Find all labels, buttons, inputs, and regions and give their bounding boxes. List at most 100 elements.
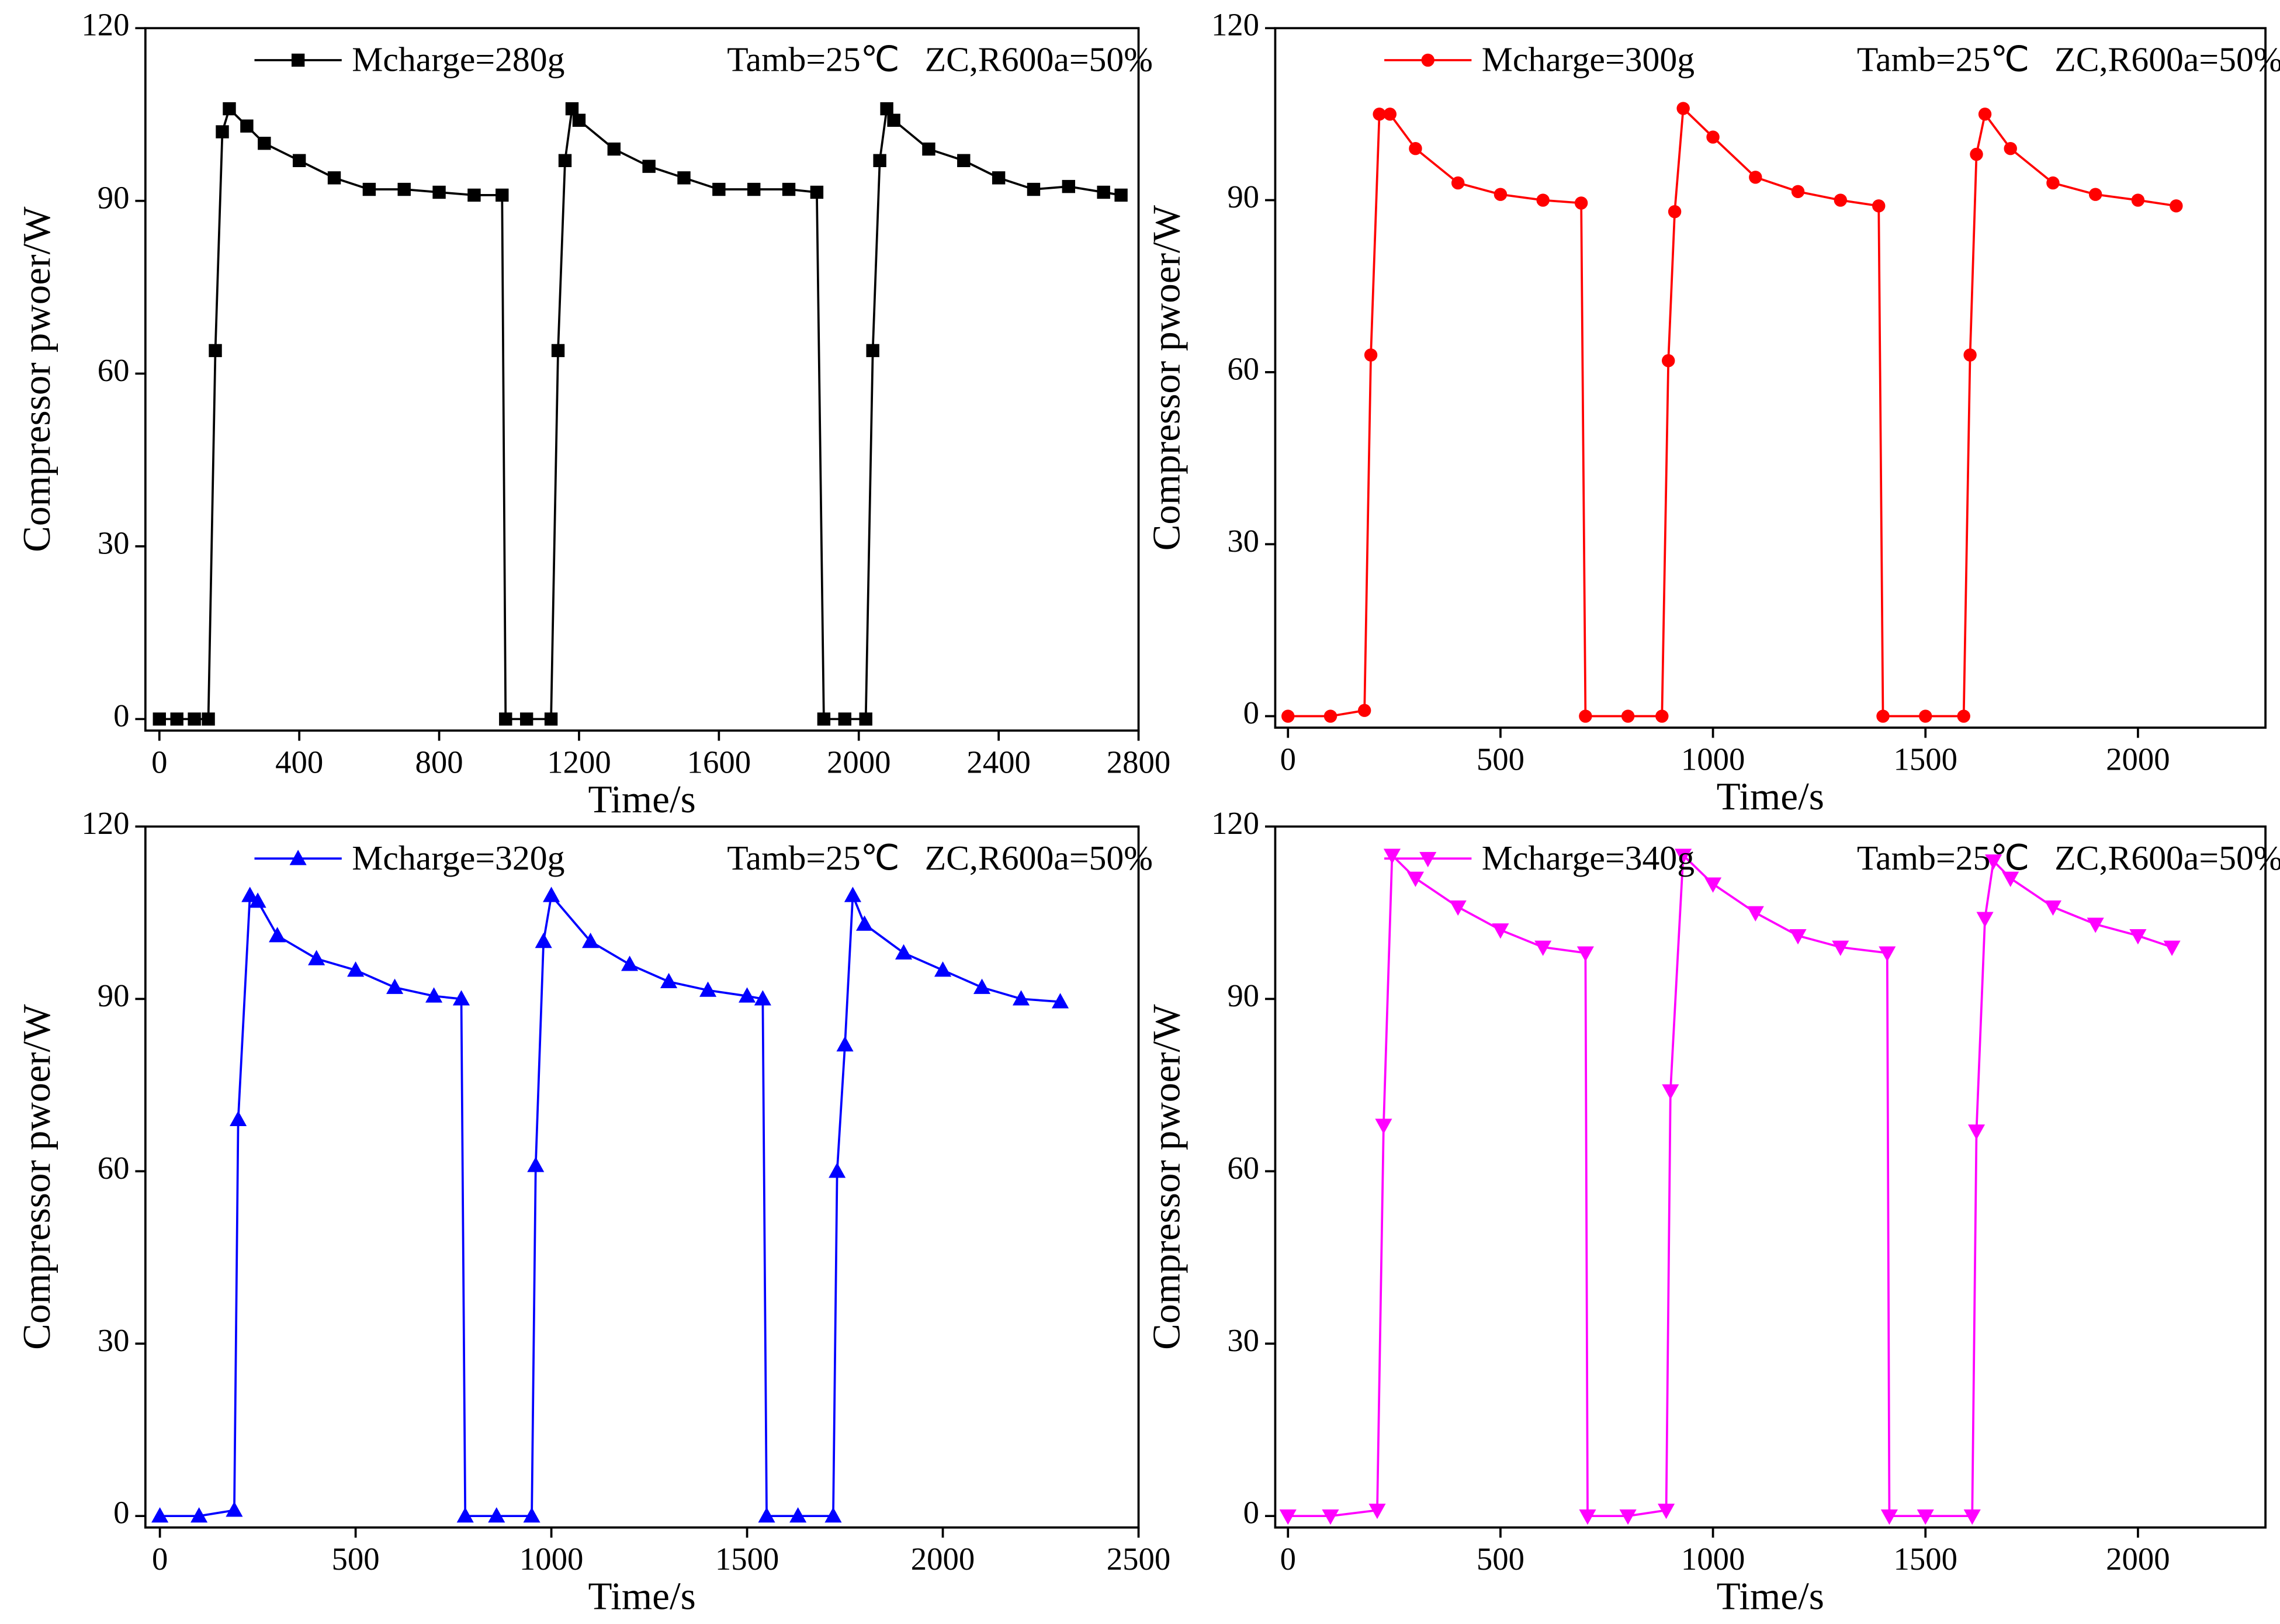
marker — [1963, 348, 1977, 362]
marker — [209, 344, 222, 358]
marker — [1880, 1509, 1898, 1525]
marker — [1574, 196, 1588, 210]
marker — [739, 987, 756, 1003]
marker — [859, 712, 872, 726]
marker — [1967, 1124, 1986, 1140]
y-tick-label: 120 — [81, 7, 129, 43]
annotation: Tamb=25℃ — [1857, 839, 2030, 877]
marker — [241, 887, 259, 902]
marker — [1872, 199, 1886, 213]
marker — [151, 1507, 169, 1523]
marker — [1357, 704, 1371, 717]
marker — [572, 113, 586, 127]
marker — [754, 990, 771, 1006]
marker — [1421, 53, 1434, 67]
marker — [488, 1507, 505, 1523]
marker — [2129, 929, 2147, 945]
x-tick-label: 2000 — [2106, 741, 2170, 777]
marker — [467, 188, 481, 202]
marker — [660, 972, 678, 989]
marker — [582, 933, 600, 948]
x-tick-label: 1600 — [687, 744, 751, 780]
legend-label: Mcharge=320g — [352, 839, 564, 877]
marker — [289, 850, 307, 865]
x-tick-label: 0 — [151, 744, 167, 780]
marker — [1963, 1509, 1981, 1525]
marker — [1976, 912, 1994, 927]
y-tick-label: 60 — [1227, 1150, 1259, 1186]
marker — [535, 933, 552, 948]
x-tick-label: 2000 — [827, 744, 890, 780]
y-tick-label: 30 — [1227, 1322, 1259, 1358]
marker — [226, 1501, 243, 1517]
marker — [269, 927, 286, 943]
marker — [829, 1162, 846, 1178]
marker — [712, 182, 726, 196]
marker — [1364, 348, 1378, 362]
annotation: ZC,R600a=50% — [925, 40, 1153, 79]
plot-frame — [144, 27, 1140, 732]
marker — [1791, 185, 1805, 199]
y-tick-label: 120 — [1211, 805, 1259, 841]
marker — [895, 944, 913, 960]
x-tick-label: 1500 — [1894, 1541, 1957, 1577]
marker — [1876, 709, 1890, 723]
marker — [347, 961, 365, 977]
marker — [1675, 849, 1692, 864]
y-tick-label: 0 — [113, 1495, 129, 1530]
marker — [2088, 188, 2102, 201]
marker — [565, 102, 579, 116]
y-tick-label: 0 — [1243, 1495, 1259, 1530]
x-tick-label: 800 — [415, 744, 463, 780]
marker — [782, 182, 796, 196]
x-axis-label: Time/s — [588, 1574, 696, 1618]
marker — [873, 154, 886, 167]
marker — [607, 142, 621, 156]
y-axis-label: Compressor pwoer/W — [1145, 1004, 1188, 1350]
marker — [1621, 709, 1635, 723]
plot-frame — [1274, 27, 2267, 729]
marker — [957, 154, 971, 167]
marker — [1579, 709, 1592, 723]
legend-label: Mcharge=340g — [1482, 839, 1695, 877]
y-tick-label: 30 — [98, 1322, 130, 1358]
marker — [432, 185, 446, 199]
marker — [2002, 871, 2019, 887]
marker — [1375, 1119, 1392, 1134]
marker — [1281, 709, 1295, 723]
marker — [1749, 171, 1762, 184]
marker — [523, 1507, 540, 1523]
y-tick-label: 120 — [81, 805, 129, 841]
marker — [1419, 851, 1437, 868]
x-tick-label: 1000 — [519, 1541, 583, 1577]
chart: 0 400 800 1200 1600 2000 2400 2800 0 30 60 90 120 Tim… — [15, 7, 1170, 821]
marker — [1579, 1509, 1596, 1525]
marker — [747, 182, 761, 196]
marker — [188, 712, 201, 726]
legend-label: Mcharge=300g — [1482, 40, 1695, 79]
annotation: Tamb=25℃ — [727, 40, 900, 79]
marker — [855, 915, 874, 931]
marker — [1536, 193, 1550, 207]
marker — [495, 188, 509, 202]
marker — [887, 113, 900, 127]
marker — [1789, 929, 1807, 945]
marker — [642, 160, 656, 173]
marker — [844, 887, 862, 902]
marker — [551, 344, 565, 358]
y-tick-label: 60 — [98, 352, 130, 388]
y-axis-label: Compressor pwoer/W — [1145, 205, 1188, 550]
marker — [1451, 176, 1465, 190]
x-tick-label: 500 — [1477, 741, 1524, 777]
marker — [249, 892, 266, 908]
marker — [452, 990, 470, 1006]
marker — [230, 1110, 247, 1127]
marker — [1978, 108, 1992, 121]
marker — [362, 182, 376, 196]
marker — [992, 171, 1006, 185]
marker — [1957, 709, 1970, 723]
marker — [1747, 906, 1764, 922]
marker — [817, 712, 831, 726]
x-tick-label: 0 — [152, 1541, 168, 1577]
plot-frame — [1274, 825, 2267, 1529]
